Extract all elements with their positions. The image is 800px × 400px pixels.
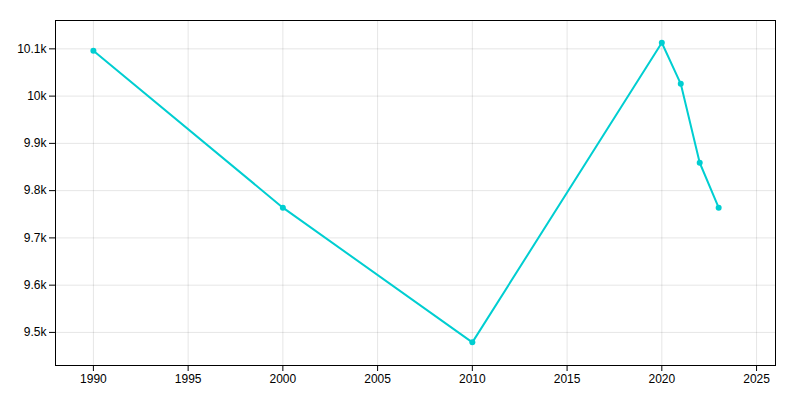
svg-text:10.1k: 10.1k	[17, 42, 47, 56]
svg-text:2000: 2000	[270, 372, 297, 386]
svg-text:9.6k: 9.6k	[24, 278, 48, 292]
svg-text:10k: 10k	[27, 89, 47, 103]
svg-text:9.7k: 9.7k	[24, 231, 48, 245]
svg-text:2005: 2005	[364, 372, 391, 386]
svg-text:9.5k: 9.5k	[24, 325, 48, 339]
svg-text:1990: 1990	[80, 372, 107, 386]
svg-text:2010: 2010	[459, 372, 486, 386]
svg-text:9.8k: 9.8k	[24, 183, 48, 197]
svg-text:2015: 2015	[554, 372, 581, 386]
svg-text:9.9k: 9.9k	[24, 136, 48, 150]
svg-text:2025: 2025	[743, 372, 770, 386]
svg-text:2020: 2020	[648, 372, 675, 386]
svg-text:1995: 1995	[175, 372, 202, 386]
